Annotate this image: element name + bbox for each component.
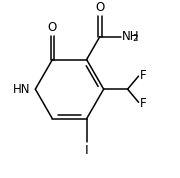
Text: I: I — [85, 144, 88, 157]
Text: O: O — [48, 21, 57, 34]
Text: F: F — [140, 69, 147, 82]
Text: 2: 2 — [132, 34, 138, 43]
Text: NH: NH — [122, 30, 140, 43]
Text: F: F — [140, 97, 147, 110]
Text: O: O — [95, 1, 104, 14]
Text: HN: HN — [13, 83, 30, 96]
